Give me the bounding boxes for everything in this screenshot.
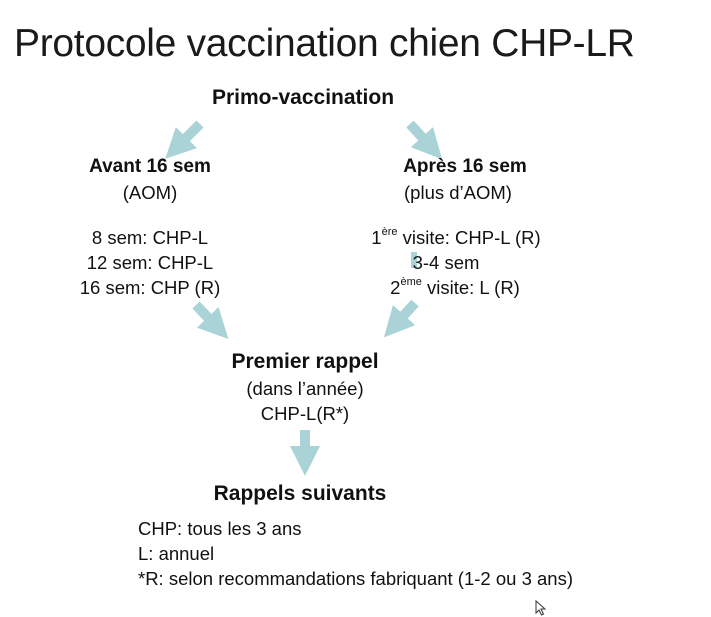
schedule-line: 8 sem: CHP-L bbox=[80, 225, 221, 250]
avant-16-sem-heading: Avant 16 sem bbox=[89, 156, 211, 178]
rappel-line: *R: selon recommandations fabriquant (1-… bbox=[138, 566, 573, 591]
apres-16-sem-heading: Après 16 sem bbox=[403, 156, 527, 178]
arrow-primo-to-apres bbox=[410, 124, 430, 146]
avant-schedule-list: 8 sem: CHP-L 12 sem: CHP-L 16 sem: CHP (… bbox=[80, 225, 221, 300]
apres-16-sem-subtitle: (plus d’AOM) bbox=[404, 180, 512, 205]
arrow-avant-to-premier-rappel bbox=[196, 305, 216, 326]
schedule-line: 12 sem: CHP-L bbox=[80, 250, 221, 275]
premier-rappel-detail: CHP-L(R*) bbox=[261, 401, 349, 426]
mouse-pointer-icon bbox=[535, 600, 549, 616]
visit-interval: 3-4 sem bbox=[413, 250, 480, 275]
rappels-suivants-heading: Rappels suivants bbox=[214, 482, 387, 506]
arrow-apres-to-premier-rappel bbox=[396, 303, 415, 324]
arrow-primo-to-avant bbox=[178, 124, 200, 146]
schedule-line: 16 sem: CHP (R) bbox=[80, 275, 221, 300]
page-title: Protocole vaccination chien CHP-LR bbox=[14, 22, 635, 66]
rappel-line: CHP: tous les 3 ans bbox=[138, 516, 573, 541]
avant-16-sem-subtitle: (AOM) bbox=[123, 180, 177, 205]
second-visit-line: 2ème visite: L (R) bbox=[390, 275, 520, 300]
first-visit-line: 1ère visite: CHP-L (R) bbox=[371, 225, 540, 250]
rappels-suivants-list: CHP: tous les 3 ans L: annuel *R: selon … bbox=[138, 516, 573, 591]
primo-vaccination-heading: Primo-vaccination bbox=[212, 86, 394, 110]
rappel-line: L: annuel bbox=[138, 541, 573, 566]
premier-rappel-subtitle: (dans l’année) bbox=[246, 376, 363, 401]
premier-rappel-heading: Premier rappel bbox=[231, 350, 378, 374]
